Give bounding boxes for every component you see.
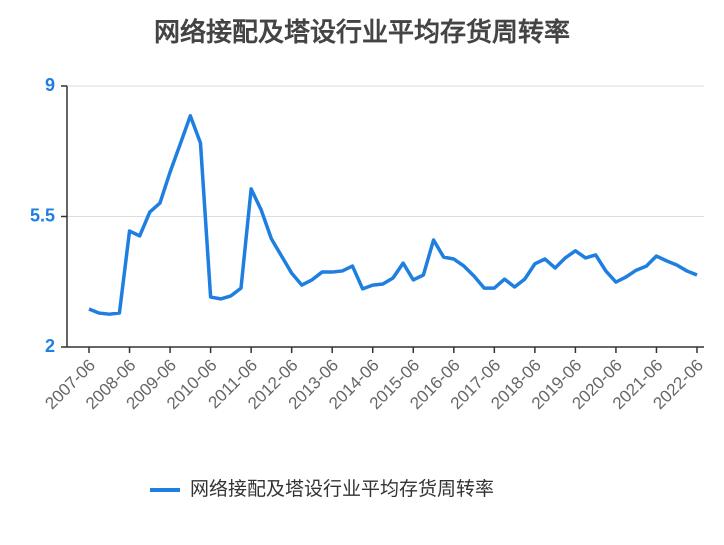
y-tick-label: 2 [45, 336, 55, 356]
y-tick-label: 9 [45, 75, 55, 95]
chart-title: 网络接配及塔设行业平均存货周转率 [154, 17, 570, 47]
y-tick-label: 5.5 [30, 205, 55, 225]
legend-label: 网络接配及塔设行业平均存货周转率 [190, 478, 494, 500]
series-line [88, 114, 698, 316]
